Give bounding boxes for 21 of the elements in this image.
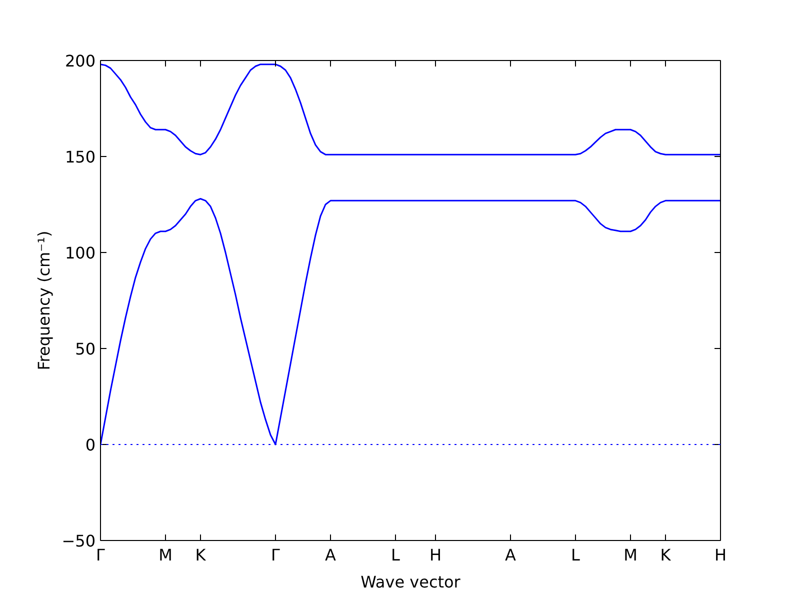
y-tick-label: 200 xyxy=(64,52,96,70)
x-tick-label: M xyxy=(158,546,172,564)
x-tick-label: H xyxy=(429,546,442,564)
x-tick-label: L xyxy=(391,546,400,564)
x-tick-label: Γ xyxy=(96,546,106,564)
x-tick-label: H xyxy=(714,546,727,564)
y-tick-label: −50 xyxy=(62,532,96,550)
y-tick-label: 150 xyxy=(64,148,96,166)
y-tick-label: 100 xyxy=(64,244,96,262)
x-tick-label: A xyxy=(325,546,336,564)
y-tick-label: 50 xyxy=(75,340,96,358)
x-tick-label: L xyxy=(571,546,580,564)
x-tick-label: Γ xyxy=(271,546,280,564)
x-tick-label: K xyxy=(195,546,206,564)
x-axis-title: Wave vector xyxy=(360,572,461,592)
line-series xyxy=(100,64,720,156)
x-tick-label: M xyxy=(624,546,638,564)
y-axis-title: Frequency (cm⁻¹) xyxy=(34,230,54,370)
y-tick-label: 0 xyxy=(85,436,96,454)
x-tick-label: K xyxy=(660,546,672,564)
x-tick-label: A xyxy=(505,546,516,564)
